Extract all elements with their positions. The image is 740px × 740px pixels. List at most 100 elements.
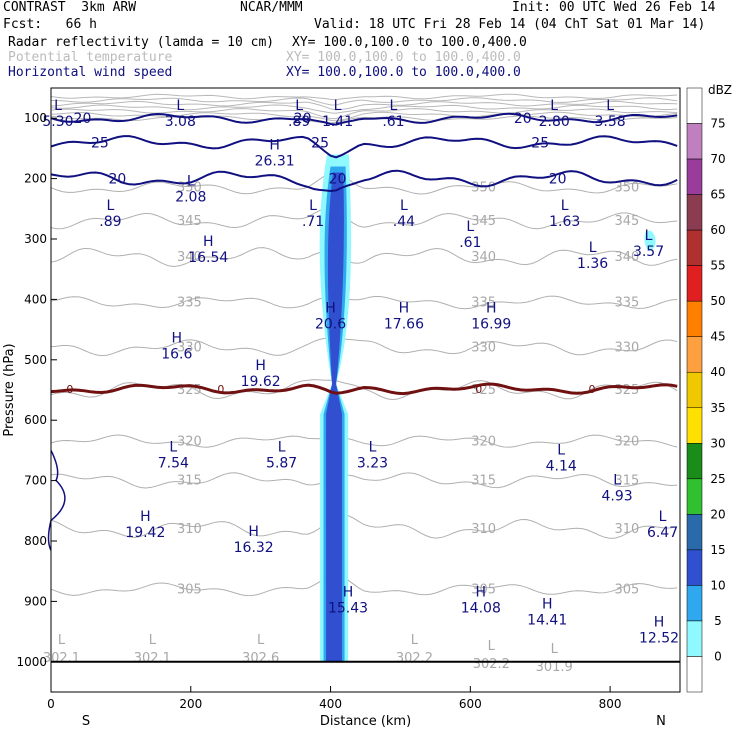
extremum-marker: H [654,615,665,631]
extremum-marker: L [309,198,317,214]
theta-contour-label: 310 [177,522,202,537]
theta-contour-label: 320 [471,434,496,449]
valid-time: Valid: 18 UTC Fri 28 Feb 14 (04 ChT Sat … [314,17,706,32]
extremum-marker: H [255,358,266,374]
colorbar-swatch [686,158,703,195]
colorbar-swatch [686,371,703,409]
extremum-value: 5.87 [266,455,297,471]
theta-contour-label: 335 [471,295,496,310]
y-tick-label: 200 [24,172,47,186]
theta-contour [50,336,678,357]
theta-contour [50,379,678,401]
extremum-value: 16.32 [234,540,274,556]
model-name: CONTRAST 3km ARW [3,0,137,15]
theta-contour [50,247,678,268]
extremum-value: 14.08 [461,600,501,616]
wind-contour-label: 20 [74,111,92,127]
colorbar-unit: dBZ [708,83,732,97]
theta-contour-label: 320 [614,434,639,449]
field-name-theta: Potential temperature [8,50,173,65]
colorbar-swatch [686,194,703,231]
y-tick-label: 1000 [16,655,47,669]
extremum-marker: L [54,98,62,114]
extremum-value: 15.43 [328,600,368,616]
colorbar-level-label: 10 [710,578,725,592]
colorbar-level-label: 40 [710,365,725,379]
extremum-value: 1.41 [322,114,353,130]
extremum-marker: L [645,228,653,244]
extremum-value: 19.62 [241,374,281,390]
theta-contour-label: 350 [471,181,496,196]
zero-contour-label: 0 [588,383,595,396]
extremum-value: 19.42 [125,525,165,541]
x-axis-title: Distance (km) [320,714,411,729]
colorbar-level-label: 15 [710,543,725,557]
extremum-marker: L [390,98,398,114]
theta-contour [50,171,678,195]
theta-contour-upper [50,104,678,114]
extremum-value: 1.63 [549,214,580,230]
colorbar-swatch [686,656,703,693]
extremum-value: .61 [459,235,481,251]
field-xy-reflectivity: XY= 100.0,100.0 to 100.0,400.0 [292,35,527,50]
extremum-value: 2.08 [175,190,206,206]
colorbar-level-label: 50 [710,294,725,308]
theta-minimum-value: 301.9 [536,660,573,675]
extremum-marker: H [343,584,354,600]
extremum-marker: H [172,331,183,347]
theta-minimum-value: 302.1 [134,651,171,666]
x-tick-label: 0 [47,697,55,711]
extremum-value: 3.58 [595,114,626,130]
extremum-value: 14.41 [527,613,567,629]
extremum-value: 16.6 [161,347,192,363]
colorbar-level-label: 55 [710,259,725,273]
theta-minimum-value: 302.2 [473,657,510,672]
theta-contour-label: 335 [614,295,639,310]
theta-contour-upper [50,100,678,111]
wind-contour-edge [47,450,66,551]
theta-contour-label: 340 [614,250,639,265]
theta-contour-upper [50,115,678,124]
wind-contour-label: 20 [294,111,312,127]
theta-contour-label: 345 [614,214,639,229]
extremum-marker: H [248,524,259,540]
theta-contour-label: 345 [177,214,202,229]
extremum-value: 4.93 [602,489,633,505]
init-time: Init: 00 UTC Wed 26 Feb 14 [512,0,716,15]
extremum-marker: L [106,198,114,214]
y-tick-label: 600 [24,413,47,427]
colorbar-level-label: 35 [710,401,725,415]
extremum-value: .44 [393,214,415,230]
x-axis-north-label: N [656,714,666,729]
theta-contour-label: 310 [471,522,496,537]
extremum-marker: L [466,219,474,235]
extremum-marker: L [334,98,342,114]
extremum-marker: L [561,198,569,214]
theta-minimum-marker: L [257,633,265,648]
theta-contour-label: 305 [177,582,202,597]
extremum-value: 12.52 [639,631,679,647]
extremum-value: .89 [99,214,121,230]
extremum-marker: L [550,98,558,114]
wind-contour-label: 25 [531,135,549,151]
theta-contour-upper [50,93,678,101]
theta-minimum-value: 302.1 [43,651,80,666]
extremum-marker: L [400,198,408,214]
extremum-value: .61 [382,114,404,130]
y-tick-label: 900 [24,594,47,608]
extremum-marker: H [476,584,487,600]
theta-minimum-marker: L [58,633,66,648]
wind-contour-label: 20 [329,172,347,188]
theta-contour [50,207,678,230]
theta-contour-label: 340 [177,250,202,265]
extremum-marker: L [606,98,614,114]
extremum-value: 17.66 [384,317,424,333]
extremum-marker: L [369,439,377,455]
theta-contour-upper [51,97,678,106]
extremum-marker: L [169,439,177,455]
extremum-value: 6.47 [647,525,678,541]
colorbar-swatch [686,300,703,337]
colorbar-level-label: 30 [710,436,725,450]
x-tick-label: 800 [599,697,622,711]
extremum-marker: H [399,301,410,317]
